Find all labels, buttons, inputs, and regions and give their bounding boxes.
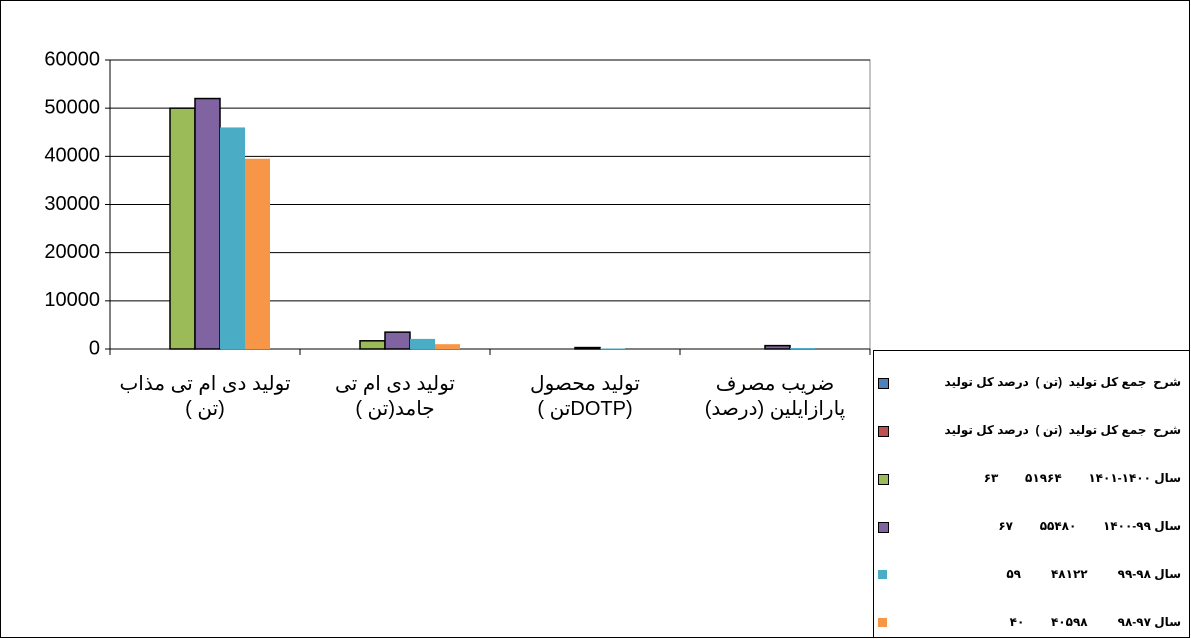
- legend-swatch: [878, 522, 889, 533]
- bar: [194, 97, 221, 350]
- bar: [169, 107, 196, 350]
- bar: [359, 340, 386, 350]
- x-tick-label: تولید دی ام تی جامد(تن ): [335, 373, 455, 420]
- bar: [245, 158, 270, 349]
- legend-label: شرح جمع کل تولید (تن ) درصد کل تولید: [944, 423, 1181, 437]
- bar: [410, 338, 435, 349]
- legend-label: شرح جمع کل تولید (تن ) درصد کل تولید: [944, 375, 1181, 389]
- x-tick-label: تولید دی ام تی مذاب (تن ): [119, 373, 291, 420]
- bar: [574, 346, 601, 350]
- bar: [384, 331, 411, 350]
- bar: [220, 127, 245, 349]
- legend-box: [873, 350, 1190, 638]
- y-tick-label: 40000: [44, 145, 100, 167]
- legend-label: سال ۱۴۰۰-۱۴۰۱ ۵۱۹۶۴ ۶۳: [983, 471, 1181, 485]
- y-tick-label: 10000: [44, 289, 100, 311]
- y-tick-label: 50000: [44, 96, 100, 118]
- bar: [764, 344, 791, 350]
- y-tick-label: 0: [89, 337, 100, 359]
- y-tick-label: 20000: [44, 241, 100, 263]
- x-tick-label: ضریب مصرف پارازایلین (درصد): [704, 373, 846, 420]
- legend-swatch: [878, 618, 887, 627]
- legend-swatch: [878, 378, 889, 389]
- legend-label: سال ۹۹-۱۴۰۰ ۵۵۴۸۰ ۶۷: [998, 519, 1181, 533]
- x-tick-label: تولید محصول (DOTPتن ): [530, 373, 640, 420]
- legend-label: سال ۹۷-۹۸ ۴۰۵۹۸ ۴۰: [1009, 615, 1181, 629]
- y-tick-label: 60000: [44, 48, 100, 70]
- legend-swatch: [878, 570, 887, 579]
- y-tick-label: 30000: [44, 193, 100, 215]
- bar: [790, 348, 815, 349]
- legend-swatch: [878, 474, 889, 485]
- bar: [435, 344, 460, 349]
- legend-swatch: [878, 426, 889, 437]
- legend-label: سال ۹۸-۹۹ ۴۸۱۲۲ ۵۹: [1006, 567, 1181, 581]
